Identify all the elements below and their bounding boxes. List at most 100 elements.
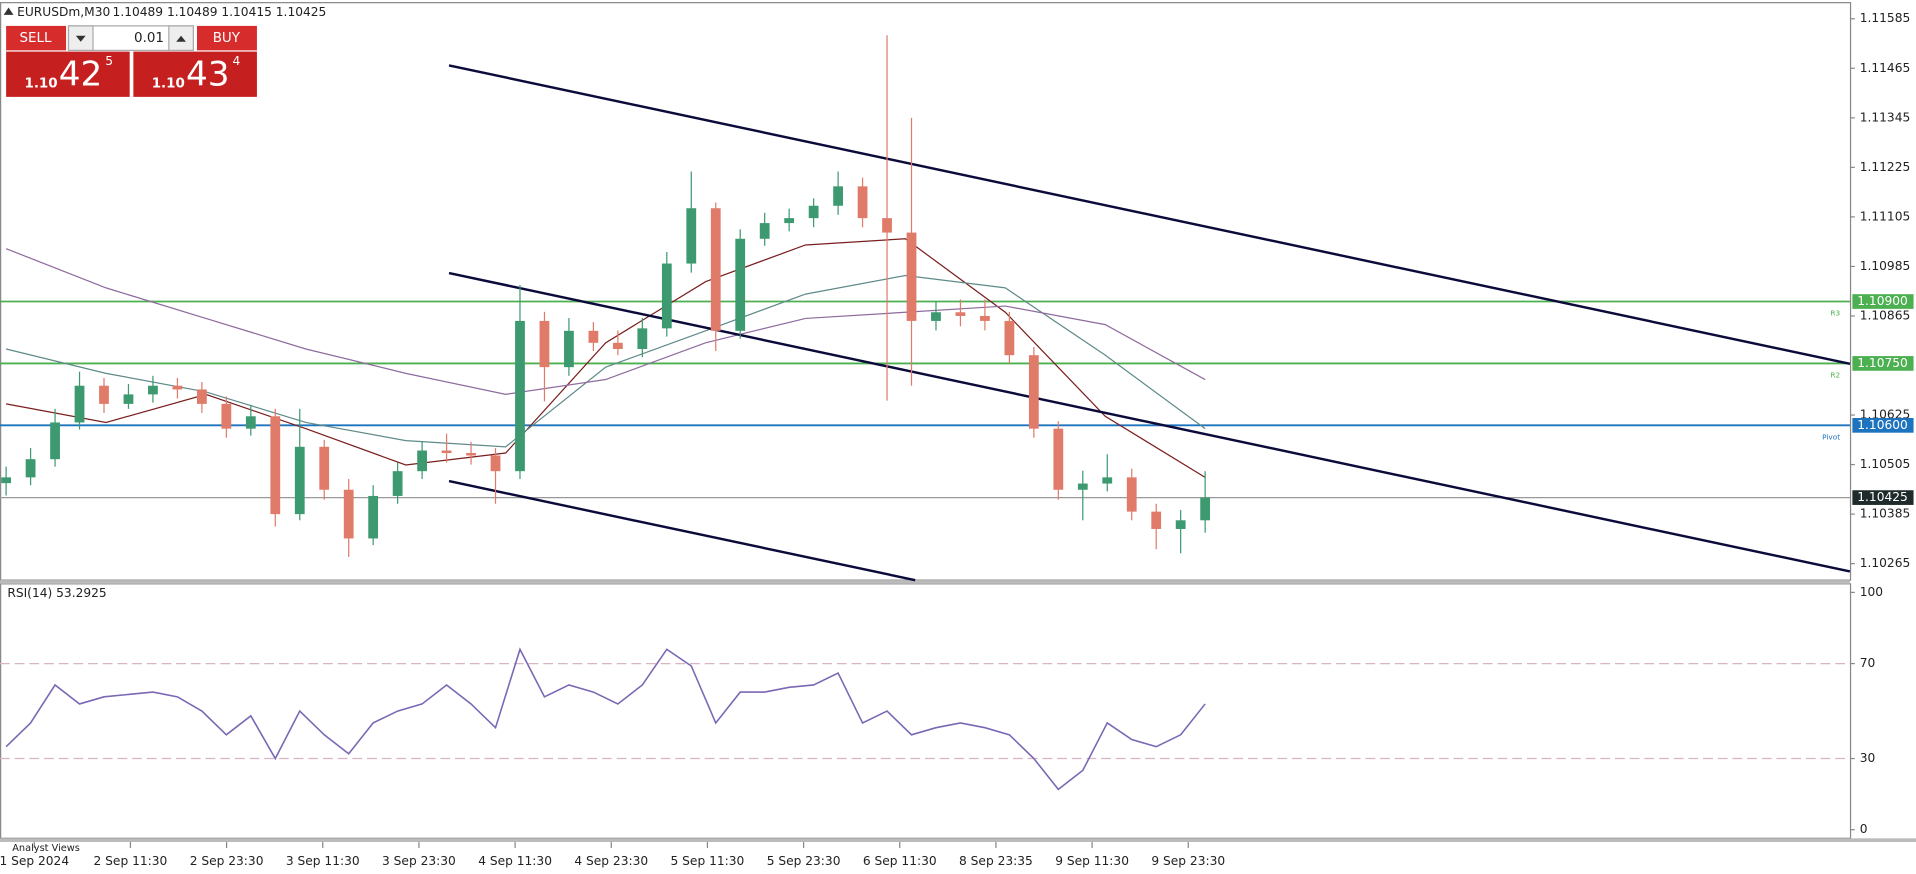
- candle-body: [368, 495, 379, 539]
- candle-body: [686, 208, 697, 264]
- trendline: [448, 271, 1851, 573]
- volume-up[interactable]: [168, 25, 194, 51]
- y-tick-label: 30: [1860, 751, 1876, 765]
- candle-body: [270, 416, 281, 515]
- price-tag-label: 1.10600: [1857, 418, 1908, 432]
- ask-big: 1.10: [152, 76, 185, 91]
- candle-body: [196, 389, 207, 404]
- footer-tab[interactable]: Analyst Views: [12, 843, 80, 854]
- moving-average: [5, 248, 1206, 396]
- candle-body: [74, 385, 85, 423]
- candle-body: [123, 394, 134, 404]
- candle-body: [294, 446, 305, 515]
- candle-body: [343, 489, 354, 539]
- y-tick-label: 1.11345: [1860, 110, 1911, 124]
- y-tick-label: 1.11225: [1860, 160, 1911, 174]
- ohlc: 1.10489 1.10489 1.10415 1.10425: [113, 5, 327, 19]
- x-tick-label: 8 Sep 23:35: [959, 854, 1033, 868]
- price-tag: [1852, 294, 1914, 309]
- bid-panel[interactable]: [6, 51, 130, 97]
- separator: [0, 838, 1916, 842]
- x-tick-label: 6 Sep 11:30: [863, 854, 937, 868]
- buy-button[interactable]: [196, 25, 257, 51]
- candle-body: [245, 416, 256, 429]
- x-tick-label: 5 Sep 23:30: [767, 854, 841, 868]
- x-tick-label: 3 Sep 23:30: [382, 854, 456, 868]
- x-tick-label: 2 Sep 23:30: [190, 854, 264, 868]
- y-tick-label: 1.11465: [1860, 61, 1911, 75]
- ask-pips: 43: [186, 55, 230, 95]
- price-tag-label: 1.10750: [1857, 356, 1908, 370]
- sell-button[interactable]: [6, 25, 67, 51]
- candle-body: [955, 312, 966, 316]
- candle-body: [515, 320, 525, 472]
- ask-point: 4: [232, 54, 240, 68]
- candle-body: [1126, 477, 1137, 512]
- price-tag: [1852, 418, 1914, 433]
- candle-body: [906, 232, 917, 321]
- x-tick-label: 3 Sep 11:30: [286, 854, 360, 868]
- candle-body: [637, 328, 648, 349]
- buy-label[interactable]: BUY: [213, 31, 241, 46]
- candle-body: [1028, 355, 1039, 429]
- candle-body: [319, 446, 330, 490]
- candle-body: [441, 450, 452, 454]
- x-tick-label: 2 Sep 11:30: [94, 854, 168, 868]
- candle-body: [808, 205, 819, 219]
- candle-body: [1175, 520, 1186, 529]
- symbol: EURUSDm,M30: [17, 5, 110, 19]
- trendline: [448, 479, 916, 582]
- candle-body: [490, 455, 501, 472]
- candle-body: [392, 471, 403, 496]
- arrow-down: [75, 35, 86, 42]
- candle-body: [466, 453, 476, 456]
- level-tag: R3: [1830, 309, 1840, 318]
- candle-body: [759, 223, 770, 239]
- x-tick-label: 4 Sep 11:30: [478, 854, 552, 868]
- candle-body: [980, 315, 990, 321]
- ask-panel[interactable]: [133, 51, 257, 97]
- y-tick-label: 1.10385: [1860, 507, 1911, 521]
- y-tick-label: 70: [1860, 656, 1876, 670]
- sell-label[interactable]: SELL: [19, 31, 52, 46]
- candle-body: [25, 459, 36, 478]
- y-tick-label: 0: [1860, 822, 1868, 836]
- rsi-title: RSI(14) 53.2925: [7, 586, 106, 600]
- price-tag: [1852, 490, 1914, 505]
- x-tick-label: 1 Sep 2024: [0, 854, 69, 868]
- price-tag-label: 1.10900: [1857, 294, 1908, 308]
- bid-big: 1.10: [24, 76, 57, 91]
- volume[interactable]: 0.01: [134, 31, 164, 46]
- candle-body: [735, 238, 746, 331]
- x-tick-label: 9 Sep 11:30: [1055, 854, 1129, 868]
- candle-body: [1200, 497, 1211, 521]
- candle-body: [1077, 483, 1088, 490]
- candle-body: [612, 342, 623, 349]
- candle-body: [99, 385, 109, 404]
- y-tick-label: 1.11105: [1860, 209, 1911, 223]
- price-tag: [1852, 356, 1914, 371]
- candle-body: [857, 186, 868, 219]
- candle-body: [833, 186, 843, 206]
- arrow-up: [176, 35, 186, 42]
- plot: 1.115851.114651.113451.112251.111051.109…: [0, 11, 1914, 868]
- separator: [0, 580, 1850, 584]
- level-tag: Pivot: [1822, 433, 1840, 442]
- collapse-icon[interactable]: [3, 7, 14, 15]
- candle-body: [1, 477, 12, 484]
- candle-body: [539, 320, 550, 368]
- candle-body: [588, 330, 599, 343]
- candle-body: [172, 385, 183, 390]
- candle-body: [661, 263, 672, 329]
- candle-body: [1004, 320, 1015, 356]
- y-tick-label: 1.10985: [1860, 259, 1911, 273]
- candle-body: [784, 218, 795, 224]
- candle-body: [221, 403, 232, 429]
- bid-point: 5: [105, 54, 113, 68]
- y-tick-label: 1.10265: [1860, 556, 1911, 570]
- candle-body: [148, 385, 158, 395]
- level-tag: R2: [1830, 371, 1840, 380]
- x-tick-label: 5 Sep 11:30: [671, 854, 745, 868]
